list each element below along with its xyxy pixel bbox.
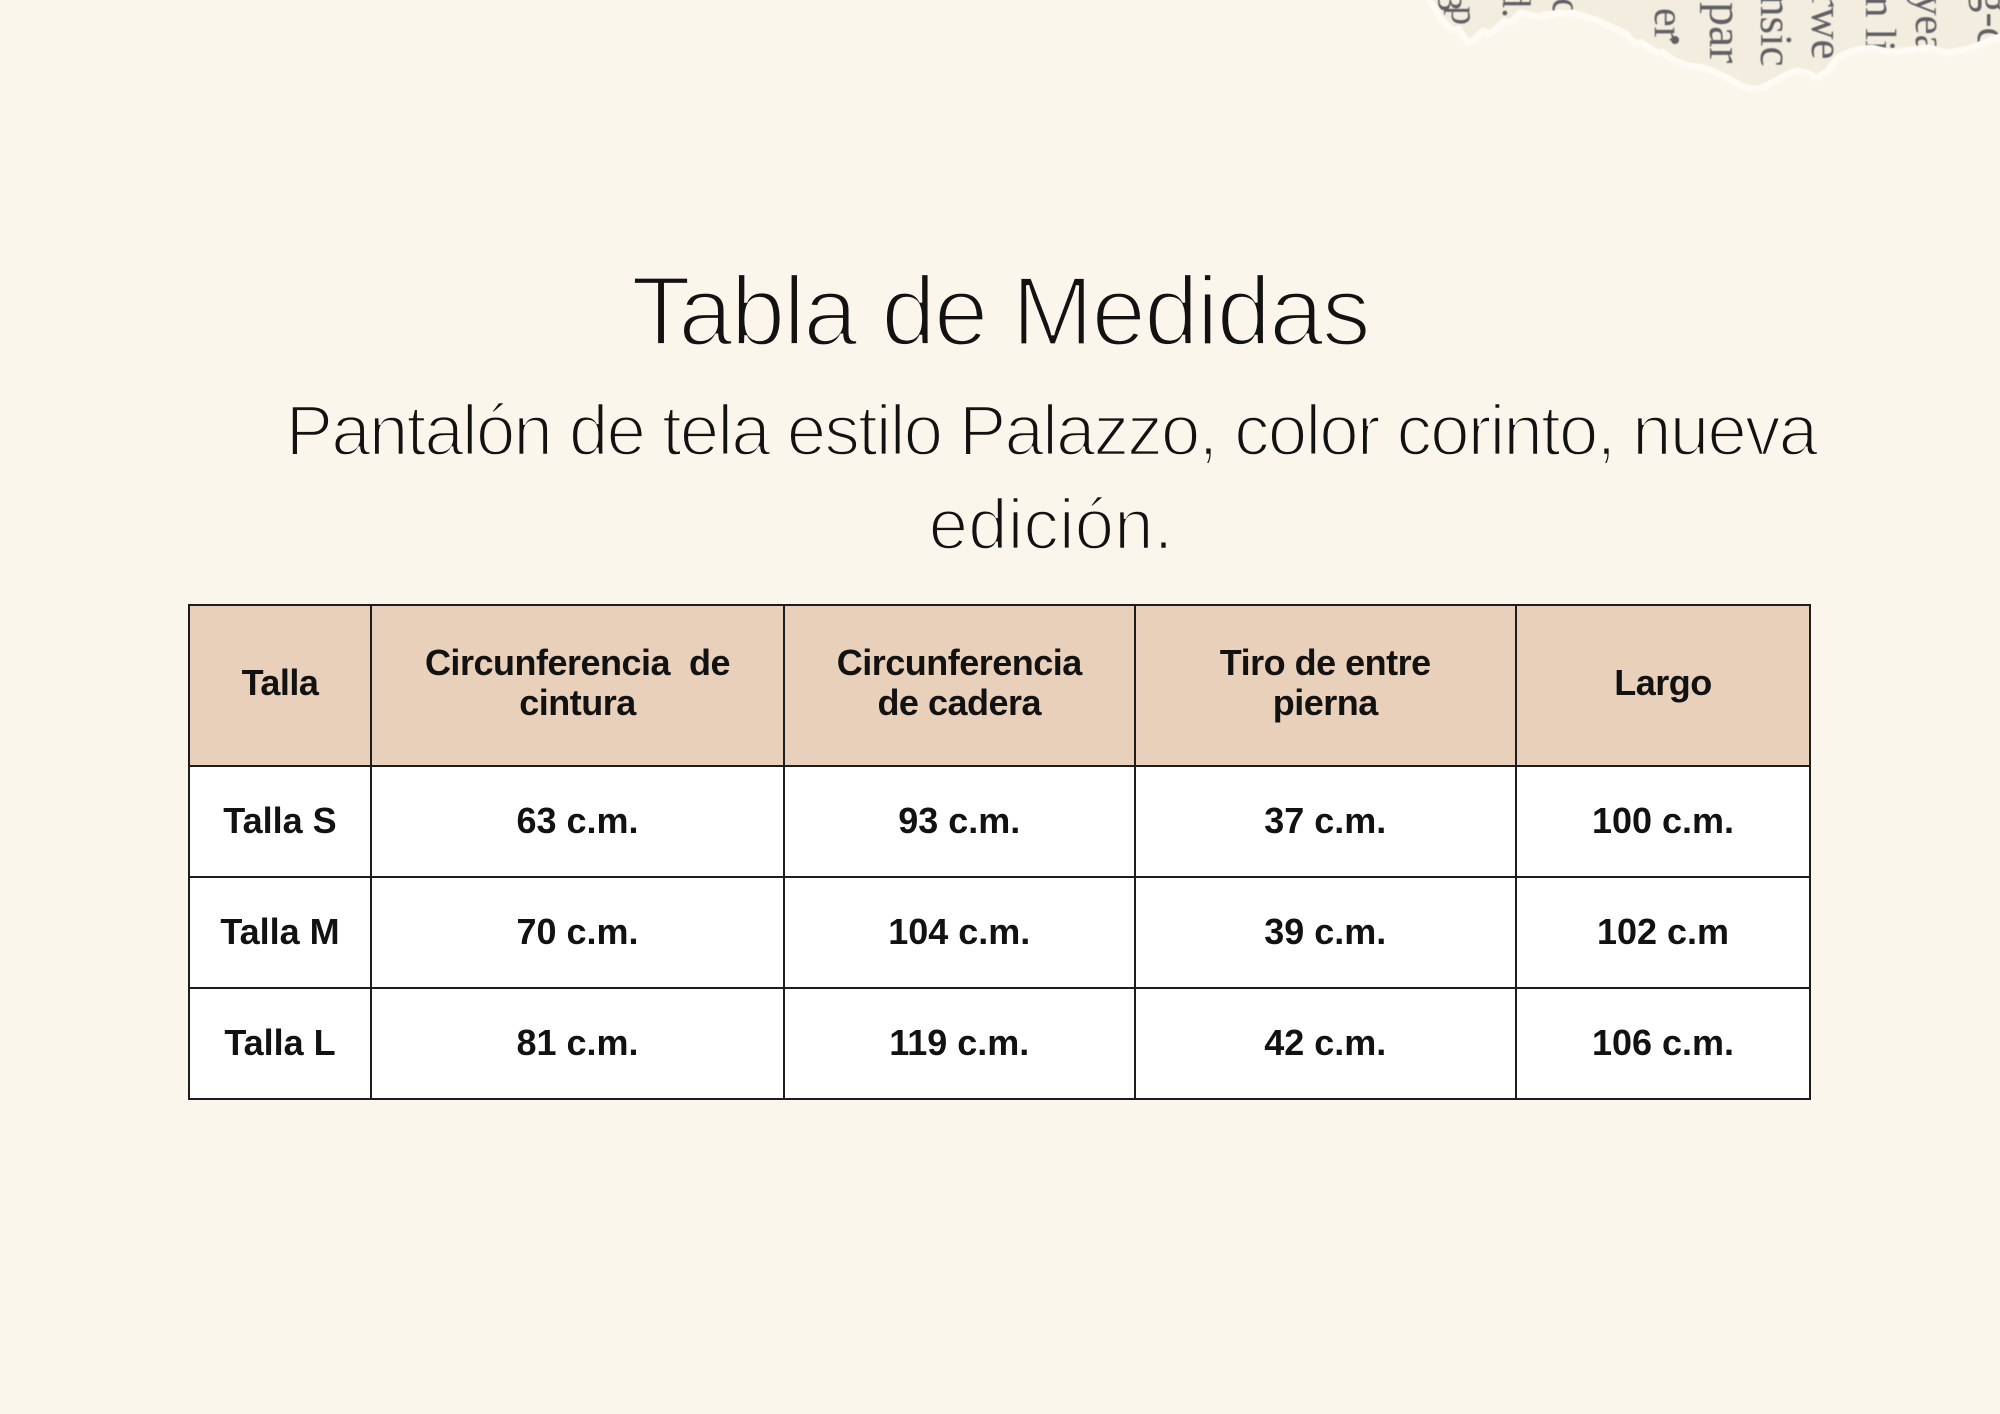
svg-text:n li: n li: [1856, 0, 1903, 52]
svg-text:nsic: nsic: [1751, 0, 1801, 67]
svg-text:p: p: [1443, 6, 1485, 25]
svg-text:par: par: [1699, 2, 1752, 63]
svg-text:B: B: [1430, 0, 1470, 12]
svg-text:er: er: [1645, 8, 1691, 41]
svg-text:yea: yea: [1906, 0, 1953, 54]
svg-text:rwe: rwe: [1802, 0, 1852, 59]
